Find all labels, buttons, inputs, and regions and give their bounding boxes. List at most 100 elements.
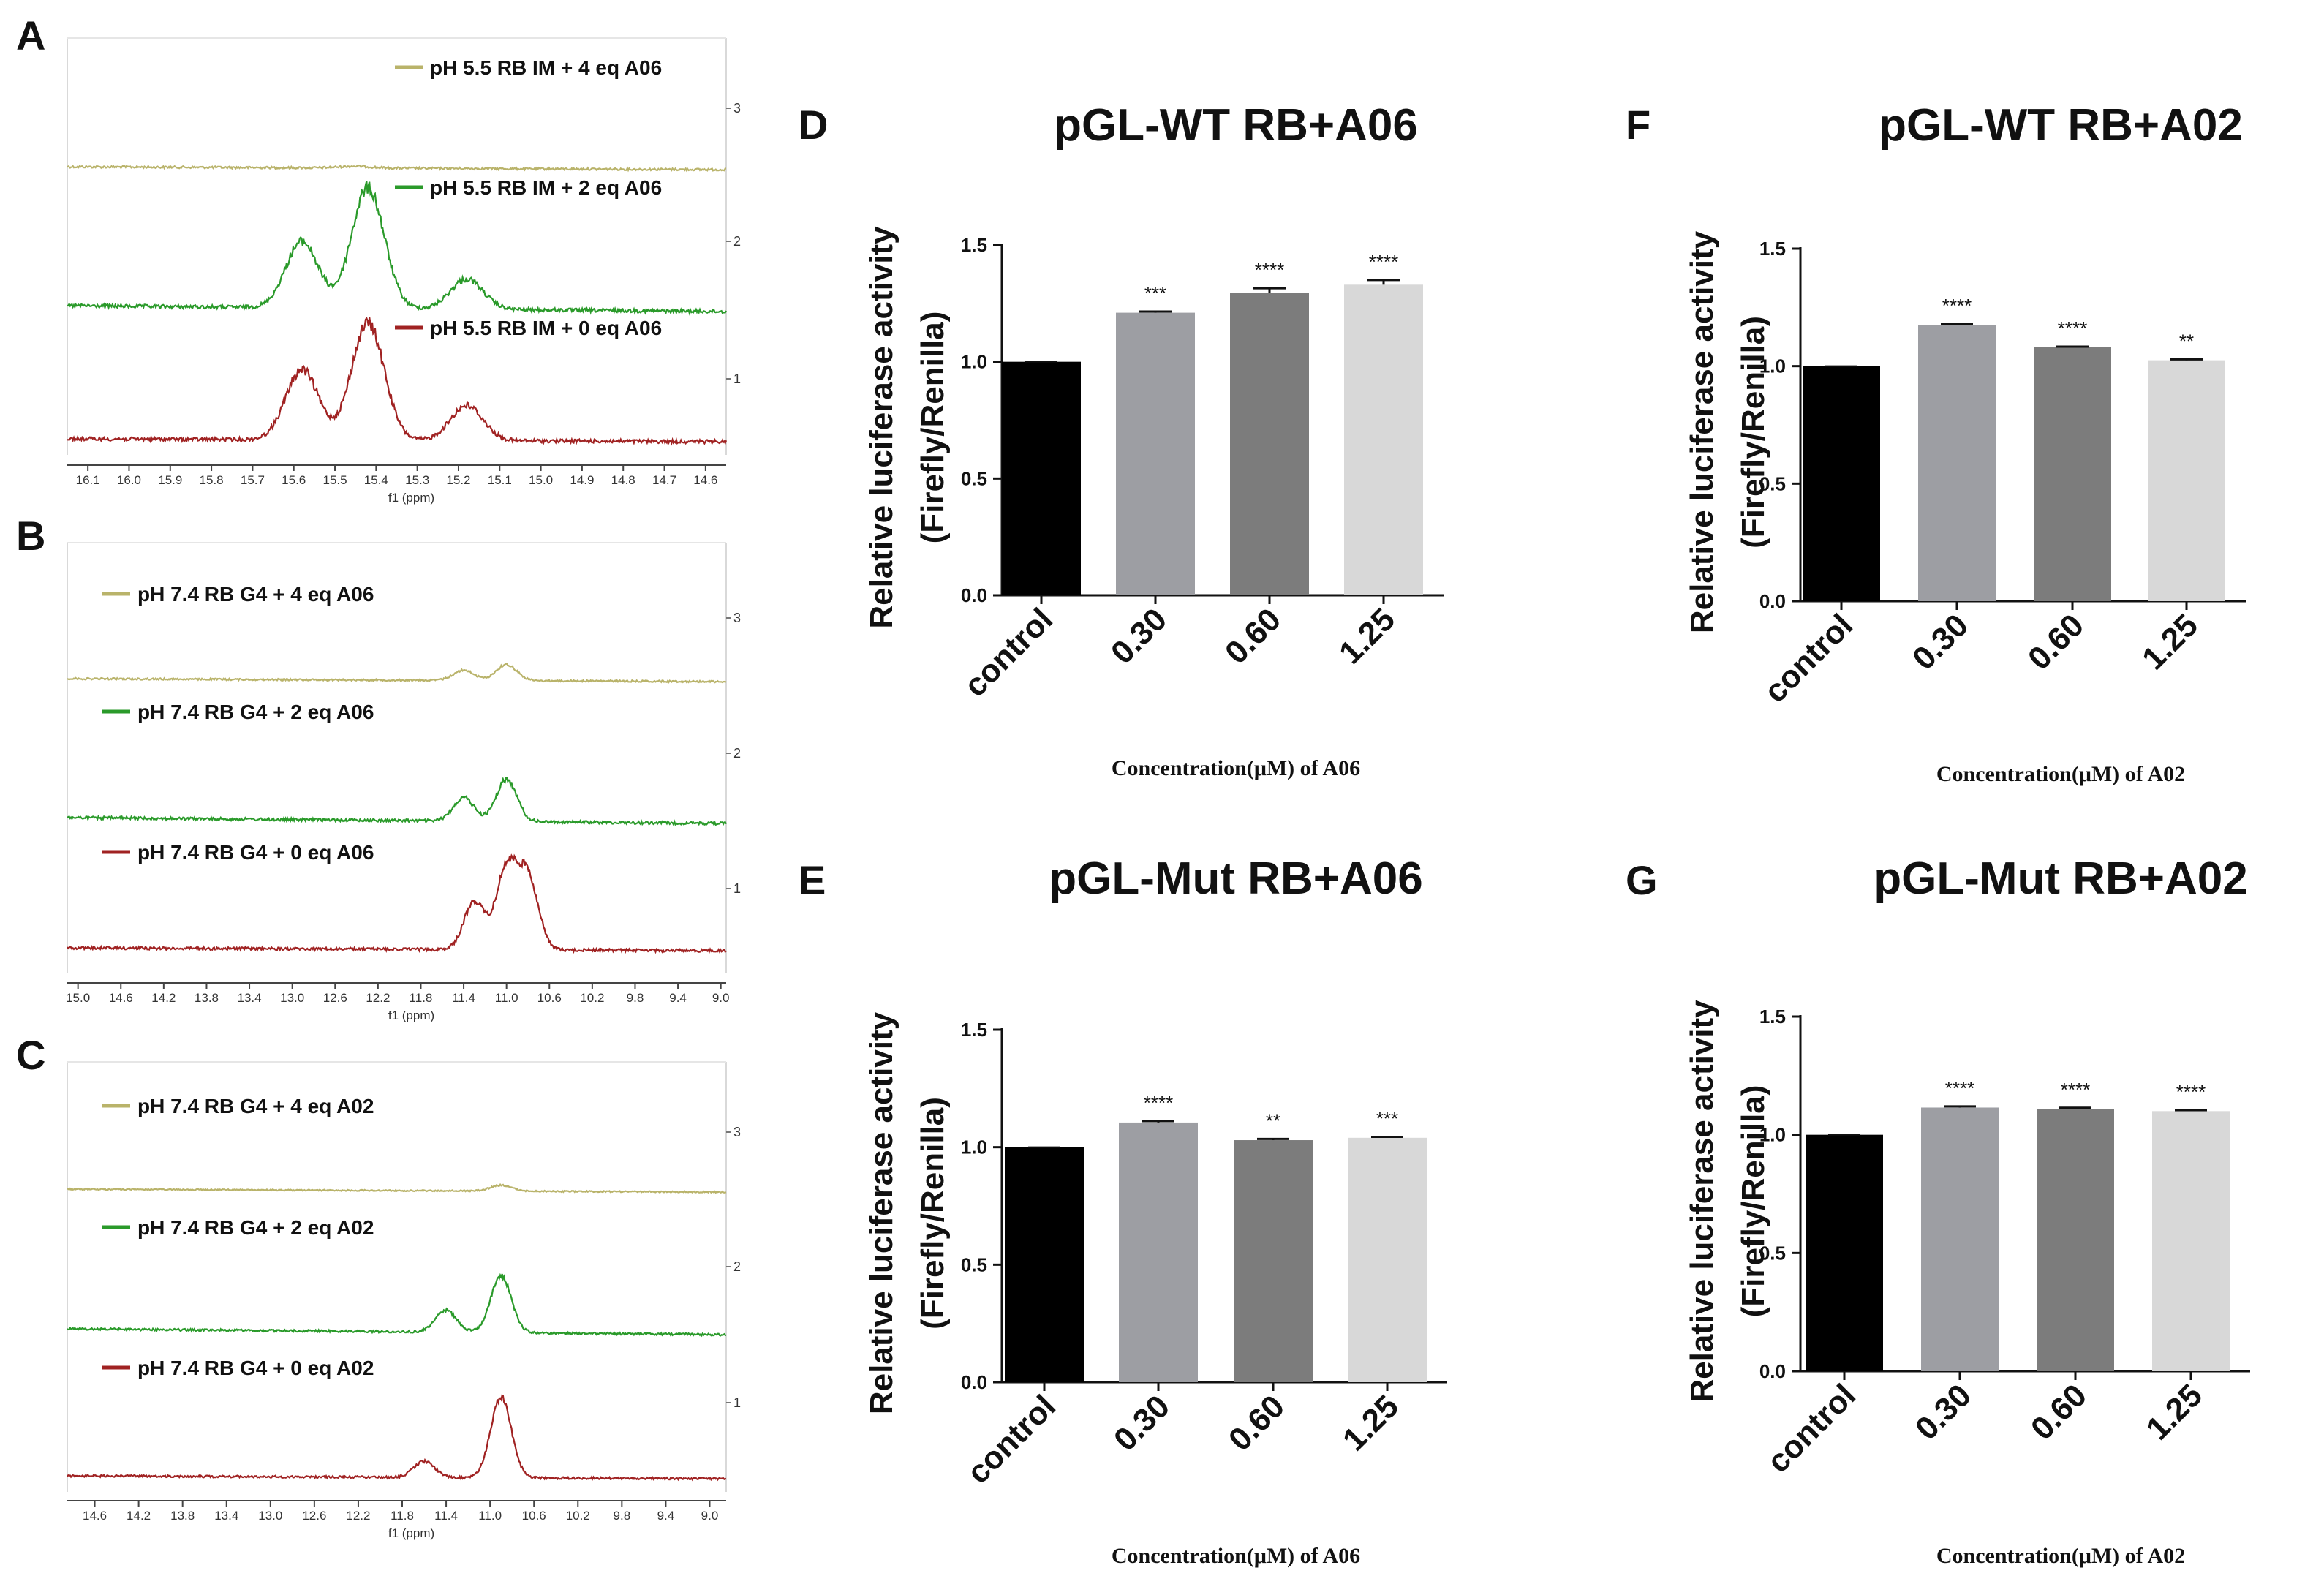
- significance-label: ***: [1376, 1108, 1398, 1130]
- y-tick-label: 0.0: [1759, 1360, 1786, 1382]
- panel-label-e: E: [799, 857, 826, 903]
- nmr-side-tick-label: 1: [733, 372, 741, 386]
- nmr-x-tick-label: 15.1: [488, 473, 512, 487]
- y-axis-title-line-1: Relative luciferase activity: [864, 1011, 899, 1414]
- chart-title: pGL-Mut RB+A06: [1049, 853, 1423, 904]
- nmr-x-tick-label: 9.8: [614, 1509, 631, 1523]
- y-axis-title-line-2: (Firefly/Renilla): [915, 312, 951, 544]
- legend-label-3: pH 5.5 RB IM + 0 eq A06: [430, 317, 662, 339]
- x-tick-label: 1.25: [2140, 1377, 2209, 1447]
- nmr-x-tick-label: 13.0: [258, 1509, 282, 1523]
- bar-0.30: [1116, 312, 1195, 595]
- nmr-x-tick-label: 12.6: [323, 991, 347, 1005]
- spectrum-line-3: [67, 853, 727, 954]
- significance-label: ****: [1945, 1077, 1974, 1099]
- nmr-x-tick-label: 15.6: [282, 473, 306, 487]
- bar-0.30: [1921, 1107, 1999, 1371]
- x-tick-label: 0.30: [1107, 1388, 1177, 1458]
- panel-label-g: G: [1626, 857, 1658, 903]
- nmr-x-tick-label: 16.0: [117, 473, 141, 487]
- x-axis-title: Concentration(μM) of A06: [1112, 1544, 1360, 1568]
- nmr-x-tick-label: 15.7: [241, 473, 265, 487]
- bar-1.25: [1344, 284, 1423, 595]
- nmr-x-tick-label: 16.1: [76, 473, 100, 487]
- x-tick-label: 1.25: [2135, 607, 2205, 676]
- y-axis-title-line-2: (Firefly/Renilla): [915, 1097, 951, 1330]
- x-axis-title: Concentration(μM) of A02: [1936, 762, 2185, 786]
- bar-1.25: [2152, 1111, 2230, 1371]
- nmr-x-tick-label: 15.5: [322, 473, 347, 487]
- y-tick-label: 0.5: [1759, 472, 1786, 494]
- significance-label: ****: [2176, 1081, 2206, 1103]
- significance-label: ****: [1255, 259, 1284, 281]
- legend-label-1: pH 7.4 RB G4 + 4 eq A02: [137, 1095, 374, 1117]
- x-tick-label: control: [1760, 1377, 1863, 1479]
- nmr-x-tick-label: 15.8: [200, 473, 224, 487]
- legend-label-2: pH 5.5 RB IM + 2 eq A06: [430, 176, 662, 199]
- x-axis-title: Concentration(μM) of A02: [1936, 1544, 2185, 1568]
- bar-0.60: [2037, 1109, 2114, 1371]
- y-tick-label: 0.5: [1759, 1242, 1786, 1264]
- nmr-x-tick-label: 10.6: [522, 1509, 546, 1523]
- x-tick-label: 0.60: [1218, 601, 1288, 671]
- y-tick-label: 1.5: [1759, 238, 1786, 260]
- y-axis-title-line-1: Relative luciferase activity: [1684, 230, 1720, 633]
- nmr-x-tick-label: 13.0: [280, 991, 304, 1005]
- y-axis-title-line-1: Relative luciferase activity: [1684, 1000, 1720, 1403]
- nmr-x-tick-label: 11.4: [434, 1509, 458, 1523]
- legend-label-3: pH 7.4 RB G4 + 0 eq A06: [137, 841, 374, 864]
- y-tick-label: 0.0: [1759, 590, 1786, 612]
- legend-label-2: pH 7.4 RB G4 + 2 eq A06: [137, 701, 374, 723]
- bar-control: [1806, 1134, 1883, 1371]
- y-axis-title-line-2: (Firefly/Renilla): [1735, 1085, 1771, 1318]
- y-tick-label: 1.0: [1759, 1124, 1786, 1146]
- spectrum-line-1: [67, 164, 726, 173]
- nmr-x-tick-label: 9.4: [669, 991, 687, 1005]
- significance-label: ****: [1144, 1092, 1173, 1114]
- x-tick-label: control: [1757, 607, 1860, 709]
- x-tick-label: control: [957, 601, 1060, 704]
- bar-0.30: [1918, 325, 1996, 601]
- nmr-x-tick-label: 11.0: [495, 991, 518, 1005]
- nmr-x-tick-label: 12.2: [346, 1509, 370, 1523]
- panel-label-b: B: [16, 513, 45, 559]
- x-tick-label: control: [960, 1388, 1063, 1490]
- x-axis-title: Concentration(μM) of A06: [1112, 756, 1360, 780]
- nmr-x-tick-label: 10.2: [566, 1509, 590, 1523]
- nmr-x-tick-label: 11.8: [410, 991, 433, 1005]
- y-axis-title-line-2: (Firefly/Renilla): [1735, 316, 1771, 548]
- y-tick-label: 1.0: [961, 1136, 987, 1158]
- nmr-x-tick-label: 13.4: [214, 1509, 238, 1523]
- nmr-x-tick-label: 14.8: [611, 473, 635, 487]
- nmr-x-tick-label: 14.2: [127, 1509, 151, 1523]
- nmr-x-tick-label: 15.4: [364, 473, 388, 487]
- bar-0.60: [1234, 1140, 1313, 1382]
- bar-0.60: [1230, 293, 1309, 595]
- nmr-x-tick-label: 11.4: [452, 991, 475, 1005]
- nmr-x-tick-label: 15.3: [405, 473, 429, 487]
- x-tick-label: 1.25: [1332, 601, 1402, 671]
- spectrum-line-2: [67, 181, 727, 316]
- nmr-x-tick-label: 14.7: [652, 473, 676, 487]
- y-tick-label: 1.5: [961, 1019, 987, 1041]
- x-tick-label: 0.30: [1104, 601, 1174, 671]
- bar-control: [1002, 361, 1081, 595]
- bar-0.60: [2034, 347, 2111, 601]
- nmr-x-tick-label: 9.8: [627, 991, 644, 1005]
- nmr-x-tick-label: 15.0: [66, 991, 90, 1005]
- x-tick-label: 0.30: [1909, 1377, 1978, 1447]
- nmr-side-tick-label: 1: [733, 881, 741, 896]
- nmr-x-tick-label: 13.8: [195, 991, 219, 1005]
- y-tick-label: 1.5: [961, 234, 987, 256]
- spectrum-line-3: [67, 1394, 727, 1482]
- significance-label: ****: [1369, 251, 1398, 273]
- nmr-side-tick-label: 1: [733, 1395, 741, 1410]
- nmr-x-tick-label: 10.6: [537, 991, 562, 1005]
- y-tick-label: 1.5: [1759, 1006, 1786, 1028]
- legend-label-3: pH 7.4 RB G4 + 0 eq A02: [137, 1357, 374, 1379]
- nmr-x-tick-label: 9.0: [701, 1509, 719, 1523]
- nmr-x-tick-label: 10.2: [580, 991, 604, 1005]
- x-tick-label: 0.30: [1906, 607, 1975, 676]
